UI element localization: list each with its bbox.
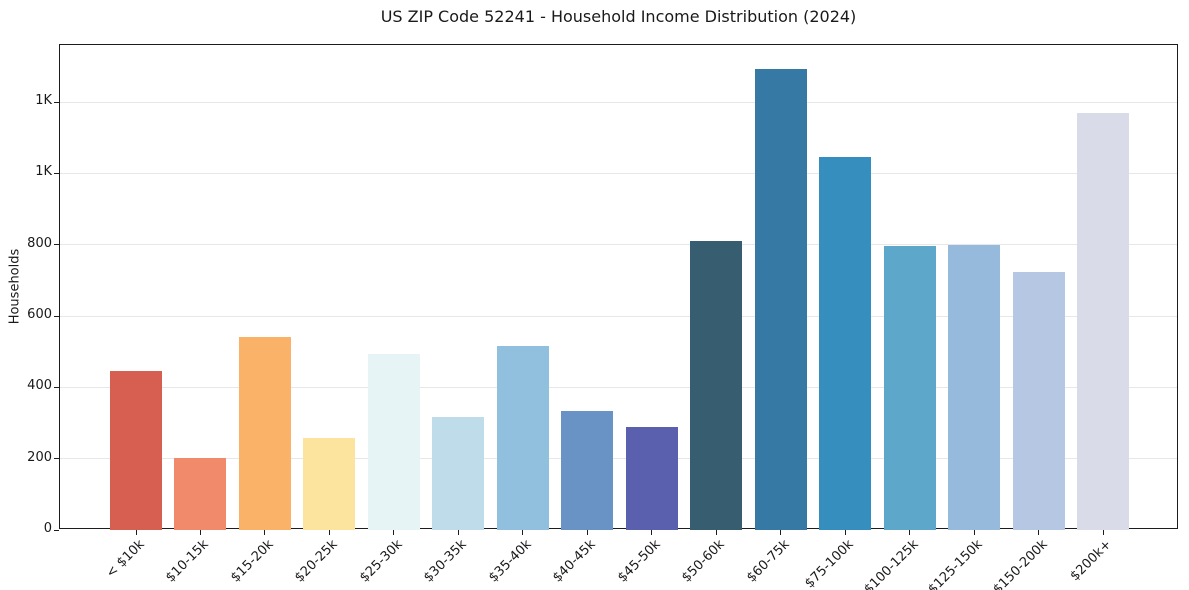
x-tick-mark bbox=[199, 530, 201, 535]
y-tick-mark bbox=[54, 386, 59, 388]
bar-< $10k bbox=[110, 371, 162, 530]
gridline-y-800 bbox=[60, 244, 1177, 246]
y-tick-mark bbox=[54, 315, 59, 317]
y-tick-mark bbox=[54, 458, 59, 460]
x-tick-mark bbox=[780, 530, 782, 535]
gridline-y-200 bbox=[60, 458, 1177, 460]
x-tick-mark bbox=[135, 530, 137, 535]
bar-$50-60k bbox=[690, 241, 743, 530]
bar-$25-30k bbox=[367, 354, 420, 530]
bar-$10-15k bbox=[174, 457, 227, 530]
y-tick-mark bbox=[54, 244, 59, 246]
gridline-y-400 bbox=[60, 386, 1177, 388]
x-tick-mark bbox=[844, 530, 846, 535]
x-tick-mark bbox=[1038, 530, 1040, 535]
x-tick-mark bbox=[264, 530, 266, 535]
bar-$30-35k bbox=[432, 416, 485, 530]
x-tick-mark bbox=[651, 530, 653, 535]
gridline-y-1000 bbox=[60, 172, 1177, 174]
y-tick-label-800: 800 bbox=[27, 235, 52, 251]
y-tick-label-400: 400 bbox=[27, 378, 52, 394]
bar-$60-75k bbox=[754, 68, 807, 530]
y-tick-label-1K: 1K bbox=[35, 93, 52, 109]
y-tick-label-200: 200 bbox=[27, 449, 52, 465]
gridline-y-1200 bbox=[60, 101, 1177, 103]
bar-$150-200k bbox=[1012, 271, 1065, 530]
y-tick-mark bbox=[54, 529, 59, 531]
bar-$20-25k bbox=[303, 437, 356, 530]
plot-area bbox=[54, 44, 1178, 535]
bar-$75-100k bbox=[819, 156, 872, 530]
x-tick-mark bbox=[973, 530, 975, 535]
y-tick-mark bbox=[54, 101, 59, 103]
x-tick-mark bbox=[1102, 530, 1104, 535]
y-tick-mark bbox=[54, 172, 59, 174]
y-tick-label-600: 600 bbox=[27, 307, 52, 323]
bar-$125-150k bbox=[948, 245, 1001, 530]
x-tick-mark bbox=[522, 530, 524, 535]
x-tick-mark bbox=[328, 530, 330, 535]
x-tick-mark bbox=[457, 530, 459, 535]
bar-$40-45k bbox=[561, 411, 614, 530]
y-tick-label-0: 0 bbox=[43, 521, 52, 536]
chart-title: US ZIP Code 52241 - Household Income Dis… bbox=[380, 7, 857, 26]
x-tick-mark bbox=[393, 530, 395, 535]
y-tick-label-1K: 1K bbox=[35, 164, 52, 180]
x-tick-mark bbox=[715, 530, 717, 535]
x-tick-label-< $10k: < $10k bbox=[103, 537, 148, 582]
bar-$15-20k bbox=[238, 337, 291, 530]
gridline-y-600 bbox=[60, 315, 1177, 317]
bar-$100-125k bbox=[883, 246, 936, 530]
bar-$35-40k bbox=[496, 346, 549, 530]
bar-$45-50k bbox=[625, 427, 678, 530]
bar-$200k+ bbox=[1077, 112, 1129, 530]
x-tick-mark bbox=[586, 530, 588, 535]
x-tick-mark bbox=[909, 530, 911, 535]
